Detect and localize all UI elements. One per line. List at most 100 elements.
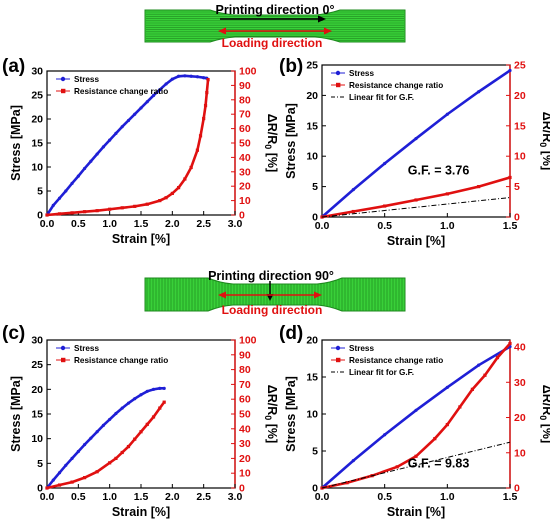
y2-label-sub: 0	[538, 415, 548, 420]
y2-tick-label: 0	[239, 210, 245, 222]
x-tick-label: 0.5	[377, 220, 392, 232]
resistance-point	[195, 148, 199, 152]
resistance-point	[414, 198, 418, 202]
y2-label-part: [%]	[540, 147, 550, 170]
x-tick-label: 1.5	[503, 491, 518, 503]
y2-tick-label: 0	[514, 212, 520, 224]
resistance-point	[95, 209, 99, 213]
resistance-line	[46, 401, 166, 490]
y2-label-part: [%]	[540, 420, 550, 443]
y2-label-part: ΔR/R	[265, 385, 279, 416]
y2-label-sub: 0	[263, 144, 273, 149]
resistance-point	[83, 476, 87, 480]
resistance-point	[198, 134, 203, 138]
y-tick-label: 0	[37, 483, 43, 495]
stress-point	[95, 430, 99, 434]
stress-point	[101, 423, 105, 427]
y-tick-label: 5	[37, 458, 43, 470]
resistance-point	[145, 202, 149, 206]
legend-label: Stress	[74, 75, 99, 84]
stress-point	[114, 131, 118, 135]
legend-resistance-marker	[336, 82, 341, 88]
stress-point	[170, 77, 174, 81]
stress-point	[70, 181, 74, 185]
x-tick-label: 3.0	[228, 218, 243, 230]
stress-point	[70, 456, 74, 460]
resistance-point	[345, 481, 349, 485]
y-tick-label: 10	[306, 409, 318, 421]
stress-point	[151, 387, 156, 391]
stress-point	[202, 76, 206, 80]
legend-label: Linear fit for G.F.	[349, 368, 414, 377]
stress-point	[189, 74, 193, 78]
resistance-point	[395, 465, 399, 469]
stress-point	[51, 203, 55, 207]
y-tick-label: 0	[37, 210, 43, 222]
y-axis-label: Stress [MPa]	[9, 376, 23, 452]
stress-point	[76, 449, 80, 454]
resistance-point	[120, 450, 124, 455]
resistance-point	[414, 454, 418, 458]
y2-label-part: ΔR/R	[540, 112, 550, 143]
legend-resistance-marker	[336, 357, 341, 363]
y-axis-label: Stress [MPa]	[284, 103, 298, 179]
legend-stress-marker	[60, 345, 66, 351]
y-tick-label: 15	[306, 120, 318, 132]
resistance-point	[70, 480, 74, 484]
resistance-point	[57, 483, 62, 487]
y2-axis-label: ΔR/R0 [%]	[263, 114, 279, 172]
stress-point	[477, 90, 481, 94]
resistance-point	[158, 199, 162, 203]
x-axis-label: Strain [%]	[387, 505, 445, 519]
stress-point	[89, 436, 93, 440]
stress-point	[139, 393, 143, 397]
loading-arrowhead-90-right	[314, 291, 322, 299]
loading-direction-0-label: Loading direction	[222, 36, 323, 50]
specimen-0deg-stripes	[146, 11, 404, 41]
y2-axis-label: ΔR/R0 [%]	[538, 112, 550, 170]
y2-label-part: ΔR/R	[265, 114, 279, 145]
legend-label: Resistance change ratio	[74, 356, 168, 365]
y2-label-part: [%]	[265, 149, 279, 172]
stress-point	[158, 386, 162, 390]
resistance-point	[133, 437, 137, 441]
stress-point	[51, 478, 55, 482]
stress-point	[477, 363, 481, 367]
y2-tick-label: 70	[239, 109, 251, 121]
x-tick-label: 2.0	[165, 218, 180, 230]
x-tick-label: 0.0	[40, 218, 55, 230]
y2-axis-label: ΔR/R0 [%]	[538, 385, 550, 443]
legend-label: Stress	[349, 69, 374, 78]
x-tick-label: 0.0	[315, 220, 330, 232]
stress-point	[414, 408, 418, 412]
y-tick-label: 15	[306, 372, 318, 384]
y2-tick-label: 0	[239, 483, 245, 495]
resistance-point	[145, 422, 149, 426]
y2-tick-label: 30	[239, 166, 251, 178]
x-tick-label: 1.5	[134, 218, 149, 230]
legend-resistance-marker	[61, 357, 66, 363]
charts: 0.0 0.5 1.0 1.5 2.0 2.5 3.00510152025300102030…	[9, 60, 550, 520]
y2-tick-label: 40	[239, 152, 251, 164]
x-tick-label: 1.5	[503, 220, 518, 232]
stress-point	[145, 100, 149, 104]
x-axis-label: Strain [%]	[112, 232, 170, 246]
y2-axis-label: ΔR/R0 [%]	[263, 385, 279, 443]
loading-arrowhead-90-left	[218, 291, 226, 299]
y-tick-label: 10	[306, 151, 318, 163]
resistance-point	[126, 444, 131, 449]
stress-point	[64, 189, 68, 193]
stress-point	[183, 74, 187, 78]
y2-tick-label: 30	[239, 438, 251, 450]
y-tick-label: 20	[31, 114, 43, 126]
y2-tick-label: 70	[239, 379, 251, 391]
y-tick-label: 10	[31, 433, 43, 445]
resistance-point	[189, 165, 193, 170]
chart-0: 0.0 0.5 1.0 1.5 2.0 2.5 3.00510152025300102030…	[9, 66, 279, 247]
y2-tick-label: 20	[239, 453, 251, 465]
printing-direction-0-label: Printing direction 0°	[216, 3, 335, 17]
resistance-point	[45, 213, 49, 217]
stress-point	[89, 159, 93, 163]
